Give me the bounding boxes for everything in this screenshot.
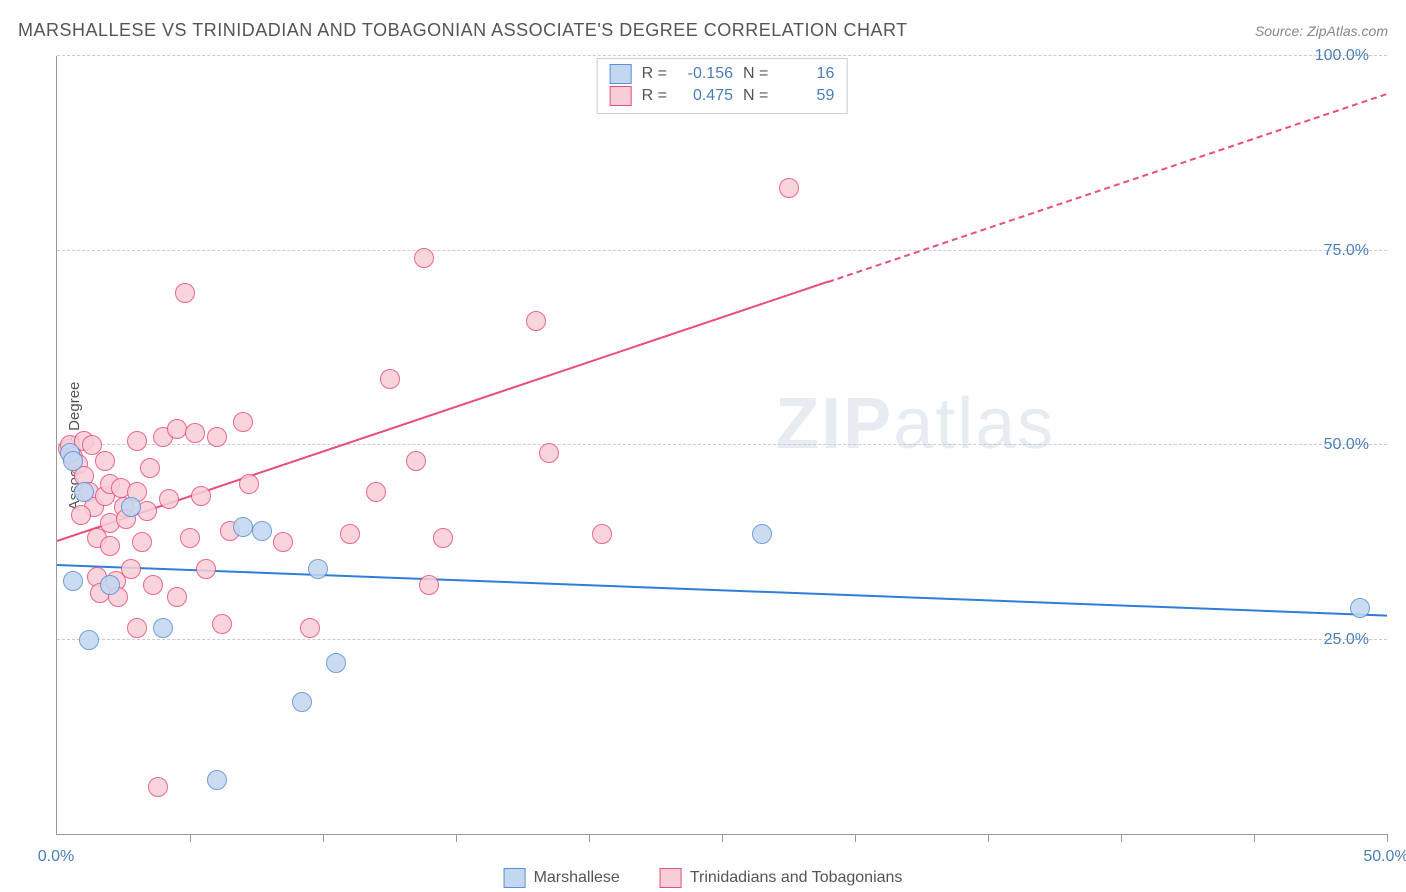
data-point bbox=[71, 505, 91, 525]
data-point bbox=[300, 618, 320, 638]
source-label: Source: ZipAtlas.com bbox=[1255, 23, 1388, 39]
data-point bbox=[100, 536, 120, 556]
bottom-legend: Marshallese Trinidadians and Tobagonians bbox=[504, 868, 903, 888]
data-point bbox=[526, 311, 546, 331]
data-point bbox=[592, 524, 612, 544]
data-point bbox=[63, 451, 83, 471]
data-point bbox=[143, 575, 163, 595]
data-point bbox=[74, 482, 94, 502]
data-point bbox=[752, 524, 772, 544]
data-point bbox=[239, 474, 259, 494]
n-value-1: 16 bbox=[778, 65, 834, 83]
data-point bbox=[127, 431, 147, 451]
data-point bbox=[252, 521, 272, 541]
x-tick-mark bbox=[1254, 834, 1255, 842]
data-point bbox=[380, 369, 400, 389]
gridline-horizontal bbox=[57, 639, 1387, 640]
chart-title: MARSHALLESE VS TRINIDADIAN AND TOBAGONIA… bbox=[18, 20, 908, 41]
gridline-horizontal bbox=[57, 444, 1387, 445]
data-point bbox=[95, 451, 115, 471]
n-label: N = bbox=[743, 65, 768, 83]
data-point bbox=[414, 248, 434, 268]
y-tick-label: 100.0% bbox=[1315, 47, 1369, 65]
data-point bbox=[191, 486, 211, 506]
x-tick-mark bbox=[855, 834, 856, 842]
r-value-1: -0.156 bbox=[677, 65, 733, 83]
data-point bbox=[273, 532, 293, 552]
data-point bbox=[159, 489, 179, 509]
data-point bbox=[308, 559, 328, 579]
data-point bbox=[127, 618, 147, 638]
data-point bbox=[207, 770, 227, 790]
data-point bbox=[419, 575, 439, 595]
r-value-2: 0.475 bbox=[677, 87, 733, 105]
data-point bbox=[233, 412, 253, 432]
data-point bbox=[366, 482, 386, 502]
data-point bbox=[79, 630, 99, 650]
data-point bbox=[539, 443, 559, 463]
data-point bbox=[233, 517, 253, 537]
data-point bbox=[121, 497, 141, 517]
data-point bbox=[207, 427, 227, 447]
swatch-series-2 bbox=[660, 868, 682, 888]
trend-line bbox=[57, 564, 1387, 617]
data-point bbox=[180, 528, 200, 548]
y-tick-label: 75.0% bbox=[1324, 242, 1369, 260]
data-point bbox=[132, 532, 152, 552]
data-point bbox=[63, 571, 83, 591]
data-point bbox=[140, 458, 160, 478]
x-tick-mark bbox=[1387, 834, 1388, 842]
data-point bbox=[175, 283, 195, 303]
x-tick-mark bbox=[323, 834, 324, 842]
data-point bbox=[148, 777, 168, 797]
data-point bbox=[153, 618, 173, 638]
swatch-series-1 bbox=[504, 868, 526, 888]
data-point bbox=[433, 528, 453, 548]
x-tick-mark bbox=[589, 834, 590, 842]
swatch-series-2 bbox=[610, 86, 632, 106]
x-tick-label: 50.0% bbox=[1363, 848, 1406, 866]
r-label: R = bbox=[642, 65, 667, 83]
trend-line-dashed bbox=[828, 93, 1387, 283]
data-point bbox=[167, 587, 187, 607]
legend-item-2: Trinidadians and Tobagonians bbox=[660, 868, 903, 888]
chart-plot-area: ZIPatlas R = -0.156 N = 16 R = 0.475 N =… bbox=[56, 56, 1387, 835]
n-label: N = bbox=[743, 87, 768, 105]
n-value-2: 59 bbox=[778, 87, 834, 105]
watermark: ZIPatlas bbox=[775, 383, 1055, 465]
x-tick-mark bbox=[722, 834, 723, 842]
data-point bbox=[185, 423, 205, 443]
legend-label-2: Trinidadians and Tobagonians bbox=[690, 869, 903, 887]
data-point bbox=[212, 614, 232, 634]
data-point bbox=[167, 419, 187, 439]
y-tick-label: 25.0% bbox=[1324, 631, 1369, 649]
data-point bbox=[121, 559, 141, 579]
x-tick-mark bbox=[988, 834, 989, 842]
data-point bbox=[406, 451, 426, 471]
stats-row-2: R = 0.475 N = 59 bbox=[610, 85, 835, 107]
x-tick-label: 0.0% bbox=[38, 848, 74, 866]
data-point bbox=[292, 692, 312, 712]
data-point bbox=[196, 559, 216, 579]
swatch-series-1 bbox=[610, 64, 632, 84]
legend-item-1: Marshallese bbox=[504, 868, 620, 888]
data-point bbox=[1350, 598, 1370, 618]
y-tick-label: 50.0% bbox=[1324, 436, 1369, 454]
data-point bbox=[100, 575, 120, 595]
x-tick-mark bbox=[456, 834, 457, 842]
x-tick-mark bbox=[190, 834, 191, 842]
gridline-horizontal bbox=[57, 250, 1387, 251]
data-point bbox=[326, 653, 346, 673]
legend-label-1: Marshallese bbox=[534, 869, 620, 887]
r-label: R = bbox=[642, 87, 667, 105]
data-point bbox=[779, 178, 799, 198]
x-tick-mark bbox=[1121, 834, 1122, 842]
stats-row-1: R = -0.156 N = 16 bbox=[610, 63, 835, 85]
data-point bbox=[340, 524, 360, 544]
gridline-horizontal bbox=[57, 55, 1387, 56]
stats-legend-box: R = -0.156 N = 16 R = 0.475 N = 59 bbox=[597, 58, 848, 114]
